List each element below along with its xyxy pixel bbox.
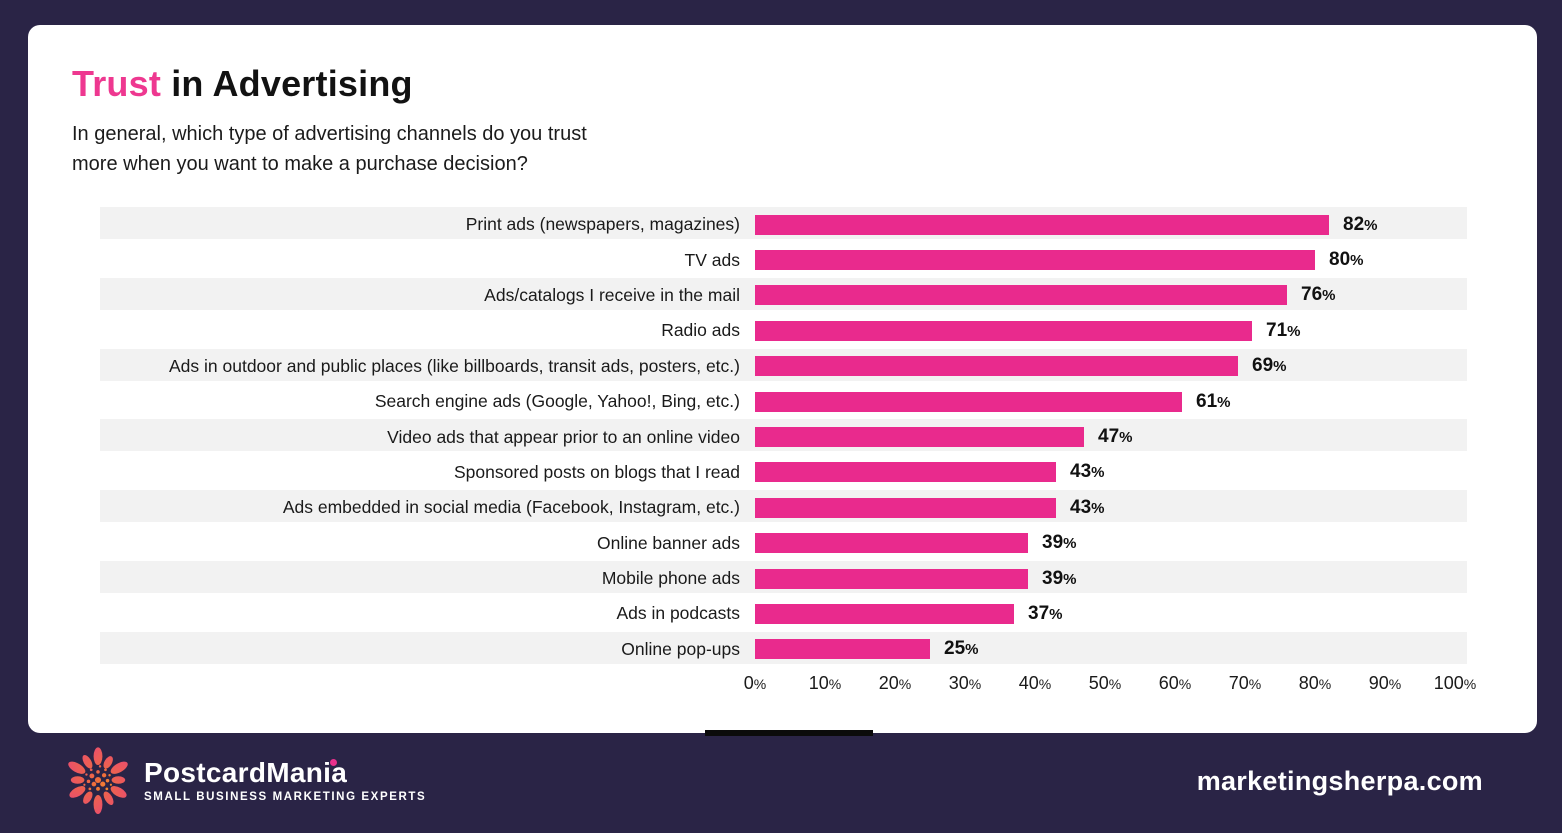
chart-row: Ads embedded in social media (Facebook, … (100, 490, 1467, 526)
bar (755, 285, 1287, 306)
category-label: Online banner ads (596, 532, 740, 553)
subtitle-line-1: In general, which type of advertising ch… (72, 123, 587, 145)
brand-tagline: SMALL BUSINESS MARKETING EXPERTS (144, 790, 427, 803)
bar (755, 214, 1329, 235)
value-label: 80% (1329, 249, 1364, 271)
value-label: 43% (1070, 461, 1105, 483)
value-label: 76% (1301, 284, 1336, 306)
chart-row: Online pop-ups 25% (100, 631, 1467, 668)
x-axis-tick: 0% (743, 673, 767, 693)
chart-row: Sponsored posts on blogs that I read 43% (100, 455, 1467, 490)
bar (755, 568, 1028, 589)
x-axis-tick: 80% (1298, 673, 1332, 693)
bar (755, 250, 1315, 271)
flower-logo-icon (68, 747, 128, 814)
category-label: Ads in podcasts (616, 603, 740, 624)
x-axis-tick: 30% (948, 673, 982, 693)
x-axis-tick: 10% (808, 673, 842, 693)
chart-row: Ads in outdoor and public places (like b… (100, 348, 1467, 384)
category-label: Ads/catalogs I receive in the mail (484, 284, 740, 305)
x-axis-tick: 40% (1018, 673, 1052, 693)
row-plot: 80% (755, 249, 1467, 271)
row-plot: 37% (755, 603, 1467, 625)
page-title-highlight: Trust (72, 63, 162, 104)
chart-row: Search engine ads (Google, Yahoo!, Bing,… (100, 384, 1467, 419)
chart-row: TV ads 80% (100, 242, 1467, 277)
chart-row: Ads/catalogs I receive in the mail 76% (100, 277, 1467, 314)
value-label: 39% (1042, 567, 1077, 589)
bar (755, 462, 1056, 483)
category-label: Ads embedded in social media (Facebook, … (282, 497, 740, 518)
value-label: 71% (1266, 319, 1301, 341)
bar (755, 427, 1084, 448)
value-label: 69% (1252, 355, 1287, 377)
category-label: Sponsored posts on blogs that I read (453, 461, 740, 482)
bottom-accent-bar (705, 730, 873, 736)
row-plot: 71% (755, 320, 1467, 342)
row-plot: 61% (755, 391, 1467, 413)
category-label: Video ads that appear prior to an online… (387, 426, 740, 447)
bar (755, 603, 1014, 624)
row-plot: 76% (755, 284, 1467, 306)
subtitle-line-2: more when you want to make a purchase de… (72, 153, 528, 175)
bar (755, 320, 1252, 341)
x-axis-tick: 70% (1228, 673, 1262, 693)
value-label: 37% (1028, 602, 1063, 624)
source-url: marketingsherpa.com (1196, 766, 1483, 796)
chart-row: Online banner ads 39% (100, 526, 1467, 561)
chart-row: Ads in podcasts 37% (100, 596, 1467, 631)
value-label: 25% (944, 638, 979, 660)
brand-name: PostcardMania (144, 756, 348, 788)
postcardmania-logo: PostcardMania SMALL BUSINESS MARKETING E… (64, 746, 426, 814)
category-label: Ads in outdoor and public places (like b… (169, 355, 740, 376)
chart-card: Trust in Advertising In general, which t… (28, 25, 1537, 733)
page-title-rest: in Advertising (161, 63, 413, 104)
value-label: 47% (1098, 426, 1133, 448)
x-axis-tick: 60% (1158, 673, 1192, 693)
row-plot: 43% (755, 461, 1467, 483)
bar (755, 533, 1028, 554)
chart-row: Print ads (newspapers, magazines) 82% (100, 207, 1467, 243)
bar (755, 356, 1238, 377)
bar (755, 391, 1182, 412)
x-axis-tick: 20% (878, 673, 912, 693)
row-plot: 69% (755, 355, 1467, 377)
page-title: Trust in Advertising (72, 63, 413, 105)
category-label: Mobile phone ads (601, 568, 740, 589)
category-label: Radio ads (661, 320, 740, 341)
chart-row: Radio ads 71% (100, 313, 1467, 348)
row-plot: 39% (755, 532, 1467, 554)
x-axis-tick: 90% (1368, 673, 1402, 693)
value-label: 82% (1343, 213, 1378, 235)
row-plot: 43% (755, 497, 1467, 519)
chart-row: Mobile phone ads 39% (100, 560, 1467, 597)
x-axis: 0% 10% 20% 30% 40% 50% 60% 70% 80% 90% 100% (744, 673, 1476, 699)
bar (755, 639, 930, 660)
chart-row: Video ads that appear prior to an online… (100, 419, 1467, 455)
row-plot: 39% (755, 568, 1467, 590)
bar (755, 497, 1056, 518)
value-label: 39% (1042, 532, 1077, 554)
brand-text-block: PostcardMania SMALL BUSINESS MARKETING E… (144, 756, 427, 803)
row-plot: 82% (755, 214, 1467, 236)
row-plot: 47% (755, 426, 1467, 448)
x-axis-tick: 50% (1088, 673, 1122, 693)
brand-i-dot (330, 758, 337, 766)
value-label: 61% (1196, 390, 1231, 412)
x-axis-tick: 100% (1433, 673, 1477, 693)
row-plot: 25% (755, 638, 1467, 660)
category-label: Search engine ads (Google, Yahoo!, Bing,… (374, 391, 740, 412)
chart-rows: Print ads (newspapers, magazines) 82% TV… (100, 207, 1467, 668)
chart-subtitle: In general, which type of advertising ch… (72, 119, 587, 179)
category-label: TV ads (684, 249, 740, 270)
category-label: Online pop-ups (621, 638, 740, 659)
category-label: Print ads (newspapers, magazines) (465, 214, 740, 235)
value-label: 43% (1070, 496, 1105, 518)
